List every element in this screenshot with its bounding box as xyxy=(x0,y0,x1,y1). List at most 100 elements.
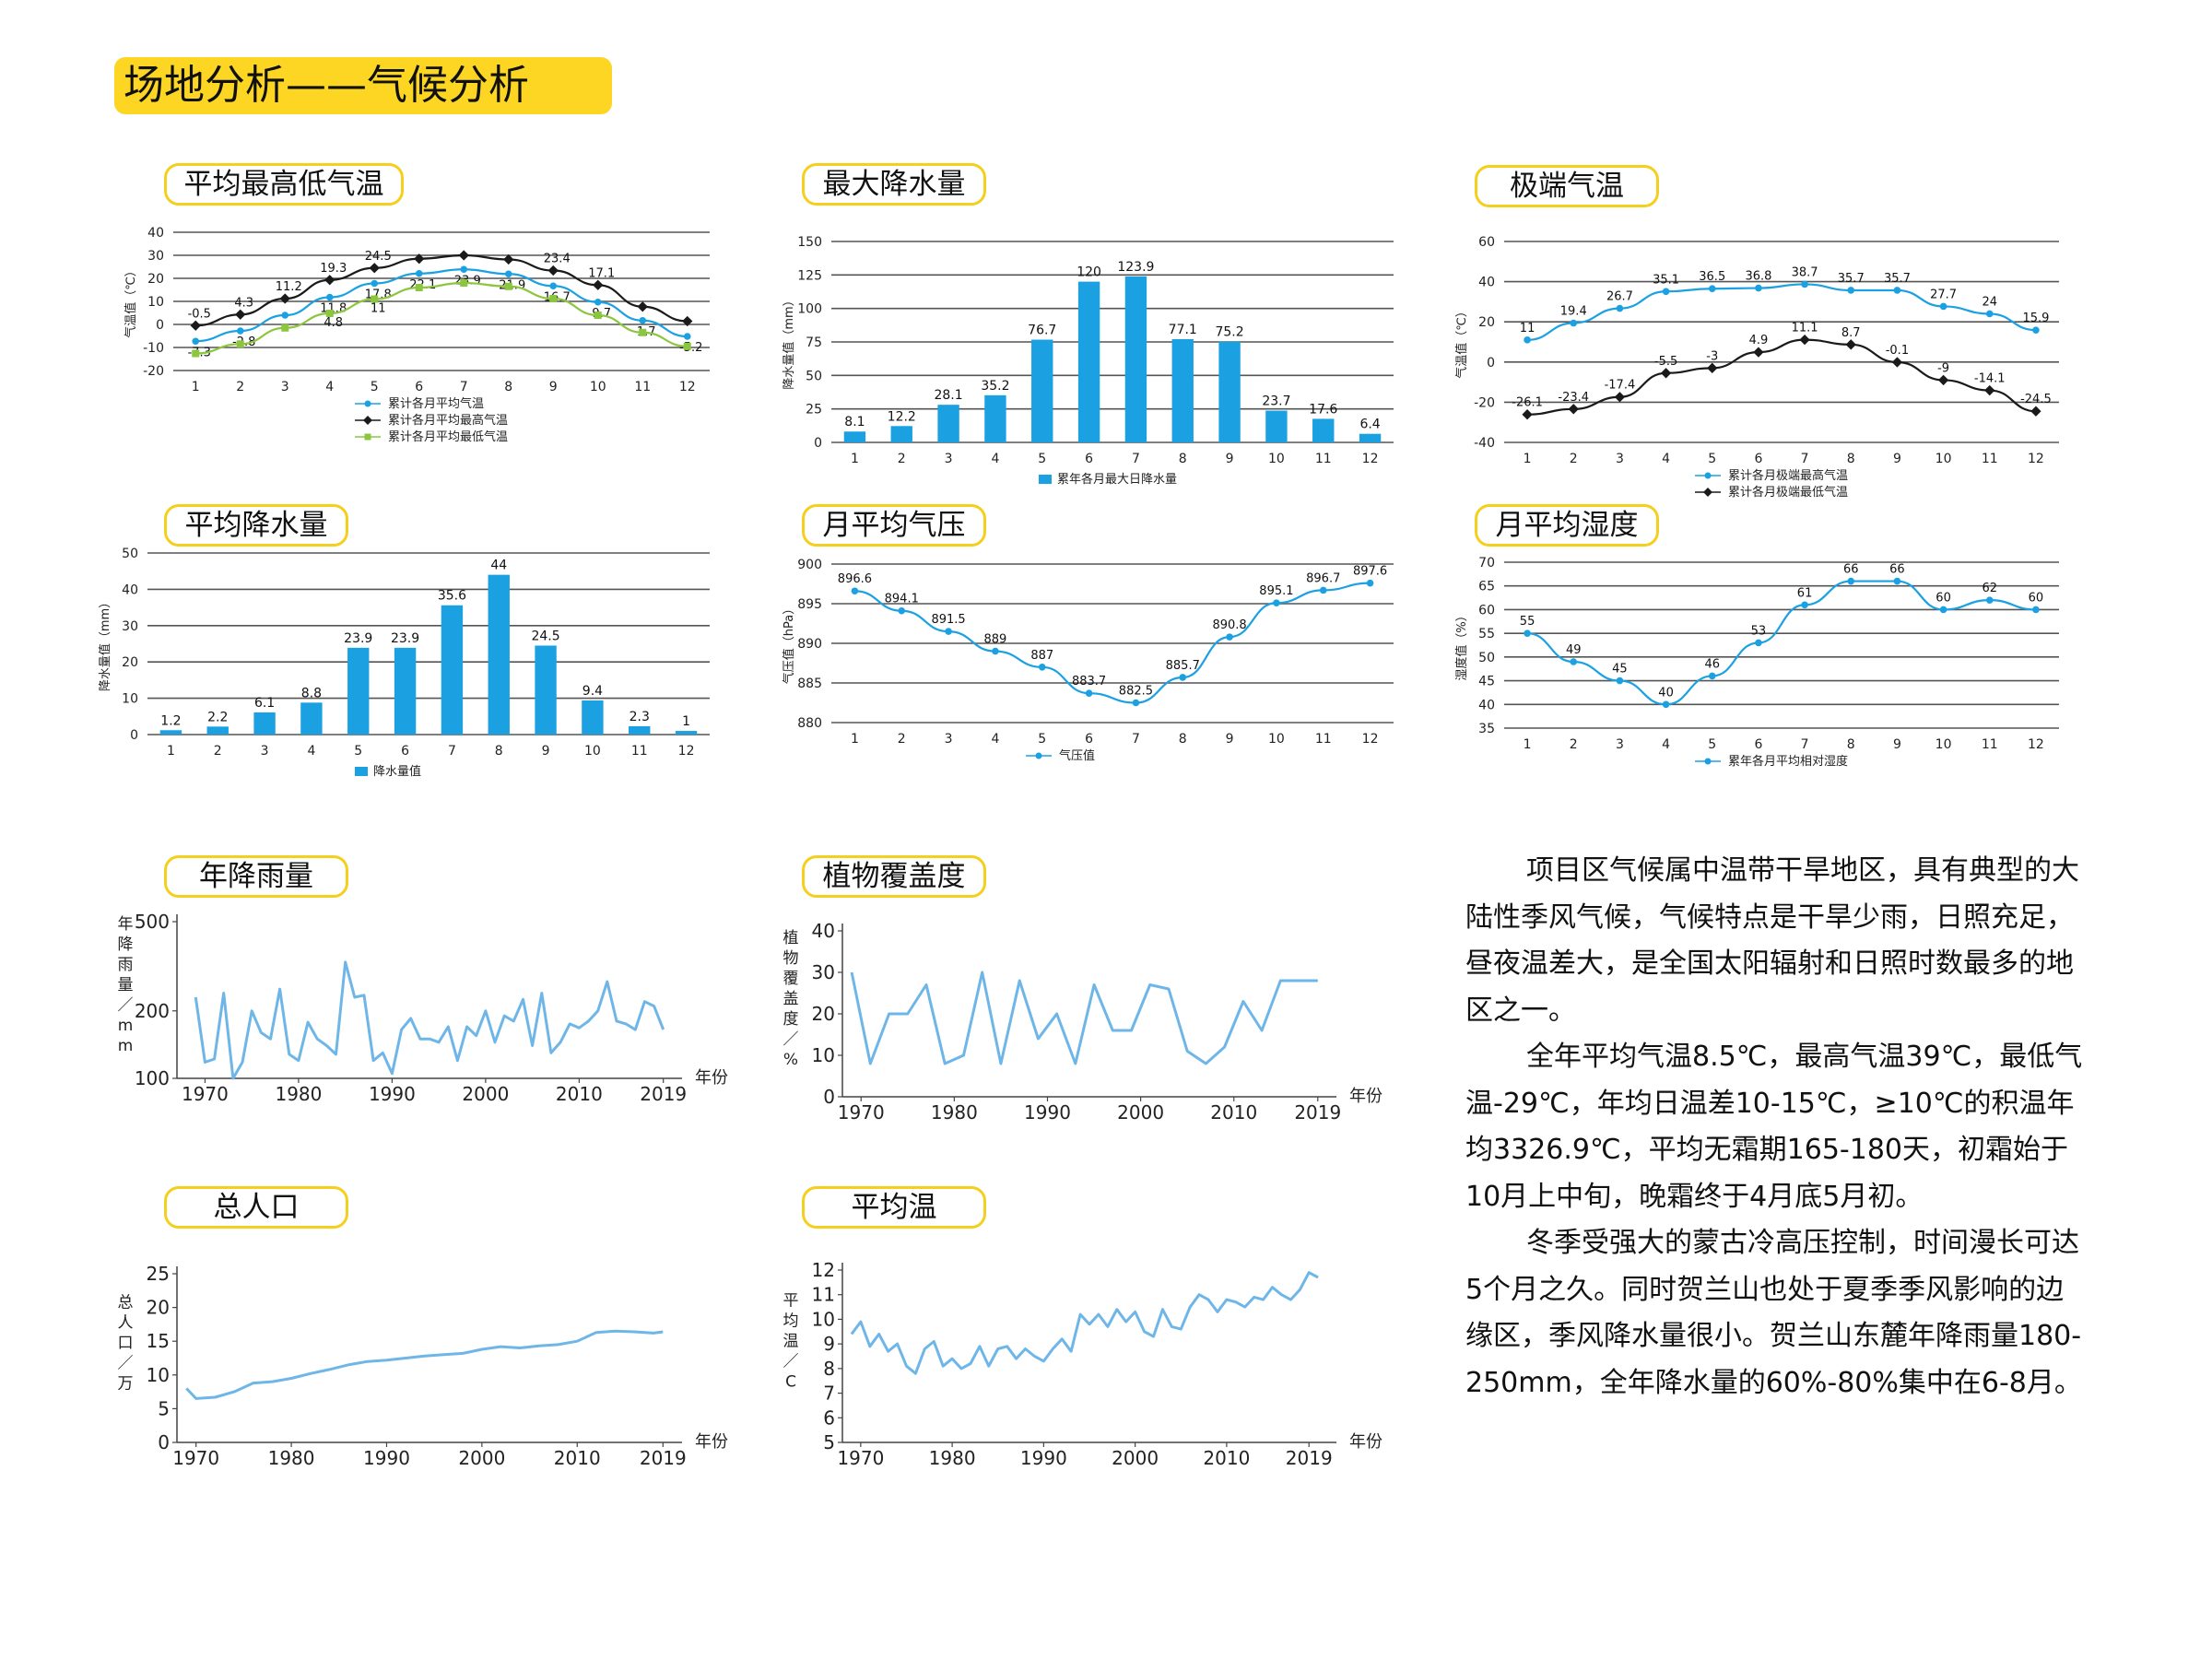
data-label: 890.8 xyxy=(1212,618,1246,632)
bar xyxy=(675,731,698,735)
y-tick-label: -20 xyxy=(1474,395,1495,410)
x-tick-label: 7 xyxy=(448,744,456,759)
tag-avg-high-low-temp: 平均最高低气温 xyxy=(164,163,404,206)
x-tick-label: 6 xyxy=(401,744,409,759)
data-point xyxy=(1522,409,1533,420)
y-tick-label: 10 xyxy=(147,295,164,310)
y-tick-label: 10 xyxy=(812,1044,835,1066)
bar xyxy=(441,605,464,735)
x-tick-label: 12 xyxy=(678,744,695,759)
legend-swatch xyxy=(1039,475,1052,484)
y-tick-label: 0 xyxy=(823,1086,835,1108)
y-tick-label: 50 xyxy=(1478,651,1495,665)
data-label: 6.4 xyxy=(1359,418,1380,432)
x-tick-label: 7 xyxy=(1801,452,1809,466)
data-label: 62 xyxy=(1982,582,1997,595)
legend-marker xyxy=(1704,472,1712,479)
x-tick-label: 9 xyxy=(1226,732,1234,747)
data-point xyxy=(594,312,602,319)
x-tick-label: 4 xyxy=(1662,737,1670,752)
x-tick-label: 2019 xyxy=(640,1447,687,1469)
x-tick-label: 1 xyxy=(851,452,859,466)
data-point xyxy=(1570,319,1578,327)
x-tick-label: 3 xyxy=(261,744,269,759)
x-tick-label: 1980 xyxy=(929,1447,976,1469)
y-tick-label: 60 xyxy=(1478,603,1495,618)
x-tick-label: 1990 xyxy=(369,1083,416,1105)
tag-vegetation-cover: 植物覆盖度 xyxy=(802,855,986,898)
y-tick-label: 60 xyxy=(1478,235,1495,250)
x-tick-label: 2019 xyxy=(1294,1101,1341,1124)
x-tick-label: 2000 xyxy=(462,1083,509,1105)
x-tick-label: 12 xyxy=(1362,452,1379,466)
legend-marker xyxy=(364,400,371,407)
y-tick-label: 20 xyxy=(812,1003,835,1025)
x-tick-label: 7 xyxy=(1801,737,1809,752)
x-tick-label: 2010 xyxy=(1210,1101,1257,1124)
y-axis-label: 总人口／万 xyxy=(118,1294,134,1394)
x-tick-label: 10 xyxy=(1268,452,1285,466)
series-line xyxy=(195,281,688,355)
data-point xyxy=(1179,674,1187,681)
x-tick-label: 1 xyxy=(167,744,175,759)
description-paragraph: 项目区气候属中温带干旱地区，具有典型的大陆性季风气候，气候特点是干旱少雨，日照充… xyxy=(1465,854,2079,1027)
y-axis-label: 平均温／ C xyxy=(783,1292,799,1392)
x-tick-label: 3 xyxy=(1616,452,1624,466)
data-label: 36.8 xyxy=(1745,270,1771,284)
x-tick-label: 5 xyxy=(1038,732,1046,747)
data-label: 1.2 xyxy=(160,713,181,728)
data-point xyxy=(1085,689,1093,697)
y-axis-label: 植物覆盖度／% xyxy=(783,929,799,1069)
data-label: 77.1 xyxy=(1169,323,1197,337)
bar xyxy=(937,405,959,442)
data-label: 23.9 xyxy=(391,631,419,646)
data-point xyxy=(415,284,423,291)
data-point xyxy=(639,328,647,336)
series-line xyxy=(1527,580,2036,706)
data-label: 27.7 xyxy=(1930,288,1957,301)
data-point xyxy=(1845,339,1856,350)
data-label: -0.5 xyxy=(188,307,211,321)
data-label: -26.1 xyxy=(1512,396,1543,410)
x-tick-label: 8 xyxy=(1179,452,1187,466)
y-tick-label: 20 xyxy=(147,1297,170,1319)
x-tick-label: 2019 xyxy=(1286,1447,1333,1469)
data-label: 19.4 xyxy=(1560,305,1587,319)
x-tick-label: 4 xyxy=(325,380,334,394)
x-tick-label: 6 xyxy=(1754,737,1762,752)
x-tick-label: 10 xyxy=(1936,737,1952,752)
data-point xyxy=(898,606,906,615)
data-point xyxy=(1707,362,1718,373)
x-tick-label: 2 xyxy=(236,380,244,394)
series-line xyxy=(194,960,665,1080)
data-label: 23.4 xyxy=(544,253,571,266)
y-tick-label: -20 xyxy=(143,364,164,379)
y-tick-label: -40 xyxy=(1474,436,1495,451)
data-label: 123.9 xyxy=(1117,260,1154,275)
data-point xyxy=(281,324,289,332)
x-tick-label: 5 xyxy=(354,744,362,759)
data-label: 26.7 xyxy=(1606,290,1633,304)
tag-total-population: 总人口 xyxy=(164,1186,348,1229)
x-tick-label: 2010 xyxy=(556,1083,603,1105)
data-point xyxy=(2032,326,2040,334)
page-title: 场地分析——气候分析 xyxy=(114,57,612,114)
bar xyxy=(1077,281,1100,442)
x-tick-label: 1970 xyxy=(837,1447,884,1469)
data-point xyxy=(1524,629,1531,637)
y-axis-label: 湿度值（%） xyxy=(1454,609,1469,680)
data-point xyxy=(639,316,647,324)
x-tick-label: 1 xyxy=(851,732,859,747)
legend-marker xyxy=(1704,758,1712,765)
y-tick-label: 25 xyxy=(806,403,822,418)
chart-total-population: 0 5 10 15 20 25 1970 1980 1990 2000 2010 2019 年份 总人口／… xyxy=(118,1263,729,1469)
x-tick-label: 4 xyxy=(1662,452,1670,466)
bar xyxy=(1359,433,1382,442)
y-tick-label: 5 xyxy=(823,1431,835,1453)
x-tick-label: 12 xyxy=(679,380,696,394)
y-tick-label: 0 xyxy=(1487,356,1495,371)
data-point xyxy=(1570,658,1578,665)
y-tick-label: 100 xyxy=(797,302,822,317)
data-label: 55 xyxy=(1520,615,1535,629)
